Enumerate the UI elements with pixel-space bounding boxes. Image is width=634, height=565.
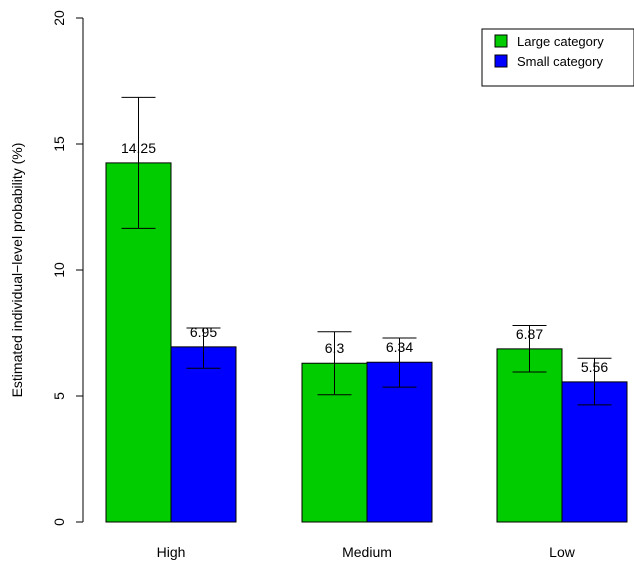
bar: [170, 346, 237, 523]
bar: [366, 361, 433, 523]
data-label: 14.25: [121, 140, 156, 156]
bar-groups: 14.25 6.95 6.3 6.34 6.87 5.56: [105, 96, 628, 523]
data-label: 6.95: [190, 324, 217, 340]
y-tick-label: 15: [51, 136, 67, 152]
legend-swatch: [494, 34, 508, 48]
legend: Large category Small category: [481, 28, 634, 87]
bar: [496, 348, 563, 523]
data-label: 6.3: [325, 340, 345, 356]
y-axis: 0 5 10 15 20: [51, 10, 84, 526]
legend-label: Small category: [517, 54, 603, 69]
y-tick-label: 20: [51, 10, 67, 26]
y-tick-label: 5: [51, 392, 67, 400]
category-label: Low: [549, 544, 576, 560]
data-label: 5.56: [581, 359, 608, 375]
y-axis-label: Estimated individual−level probability (…: [9, 143, 25, 398]
data-label: 6.87: [516, 326, 543, 342]
y-tick-label: 10: [51, 262, 67, 278]
data-label: 6.34: [386, 339, 413, 355]
y-tick-label: 0: [51, 518, 67, 526]
legend-label: Large category: [517, 34, 604, 49]
legend-swatch: [494, 54, 508, 68]
category-label: Medium: [342, 544, 392, 560]
category-label: High: [157, 544, 186, 560]
category-labels: High Medium Low: [157, 544, 576, 560]
